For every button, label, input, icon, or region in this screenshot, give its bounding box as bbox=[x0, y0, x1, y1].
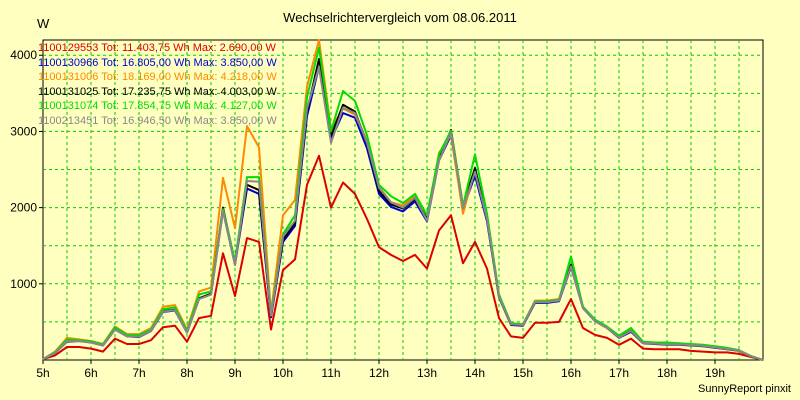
x-tick-label: 16h bbox=[561, 366, 581, 380]
legend-item-1100131006: 1100131006 Tot: 18.169,00 Wh Max: 4.218,… bbox=[38, 71, 277, 84]
x-tick-label: 7h bbox=[132, 366, 145, 380]
x-tick-label: 10h bbox=[273, 366, 293, 380]
series-line-1100129553 bbox=[42, 154, 764, 361]
y-tick-label: 3000 bbox=[10, 124, 37, 138]
y-tick-label: 4000 bbox=[10, 48, 37, 62]
x-tick-label: 18h bbox=[657, 366, 677, 380]
legend-item-1100131025: 1100131025 Tot: 17.235,75 Wh Max: 4.003,… bbox=[38, 85, 277, 98]
legend: 1100129553 Tot: 11.403,75 Wh Max: 2.690,… bbox=[38, 41, 277, 129]
x-tick-label: 9h bbox=[228, 366, 241, 380]
footer-credit: SunnyReport pinxit bbox=[698, 383, 791, 395]
x-tick-label: 12h bbox=[369, 366, 389, 380]
x-tick-label: 6h bbox=[84, 366, 97, 380]
legend-item-1100213451: 1100213451 Tot: 16.946,50 Wh Max: 3.850,… bbox=[38, 114, 277, 127]
x-tick-label: 13h bbox=[417, 366, 437, 380]
x-tick-label: 8h bbox=[180, 366, 193, 380]
x-tick-label: 15h bbox=[513, 366, 533, 380]
y-tick-label: 2000 bbox=[10, 201, 37, 215]
legend-item-1100129553: 1100129553 Tot: 11.403,75 Wh Max: 2.690,… bbox=[38, 42, 276, 54]
x-tick-label: 17h bbox=[609, 366, 629, 380]
x-tick-label: 14h bbox=[465, 366, 485, 380]
x-tick-label: 5h bbox=[36, 366, 49, 380]
x-tick-label: 19h bbox=[705, 366, 725, 380]
series-line-1100213451 bbox=[42, 65, 764, 361]
y-axis-unit: W bbox=[37, 16, 50, 31]
chart-title: Wechselrichtervergleich vom 08.06.2011 bbox=[283, 10, 517, 25]
y-tick-label: 1000 bbox=[10, 277, 37, 291]
legend-item-1100130966: 1100130966 Tot: 16.805,00 Wh Max: 3.850,… bbox=[38, 56, 277, 69]
legend-item-1100131074: 1100131074 Tot: 17.854,75 Wh Max: 4.127,… bbox=[38, 100, 277, 113]
x-tick-label: 11h bbox=[321, 366, 340, 380]
